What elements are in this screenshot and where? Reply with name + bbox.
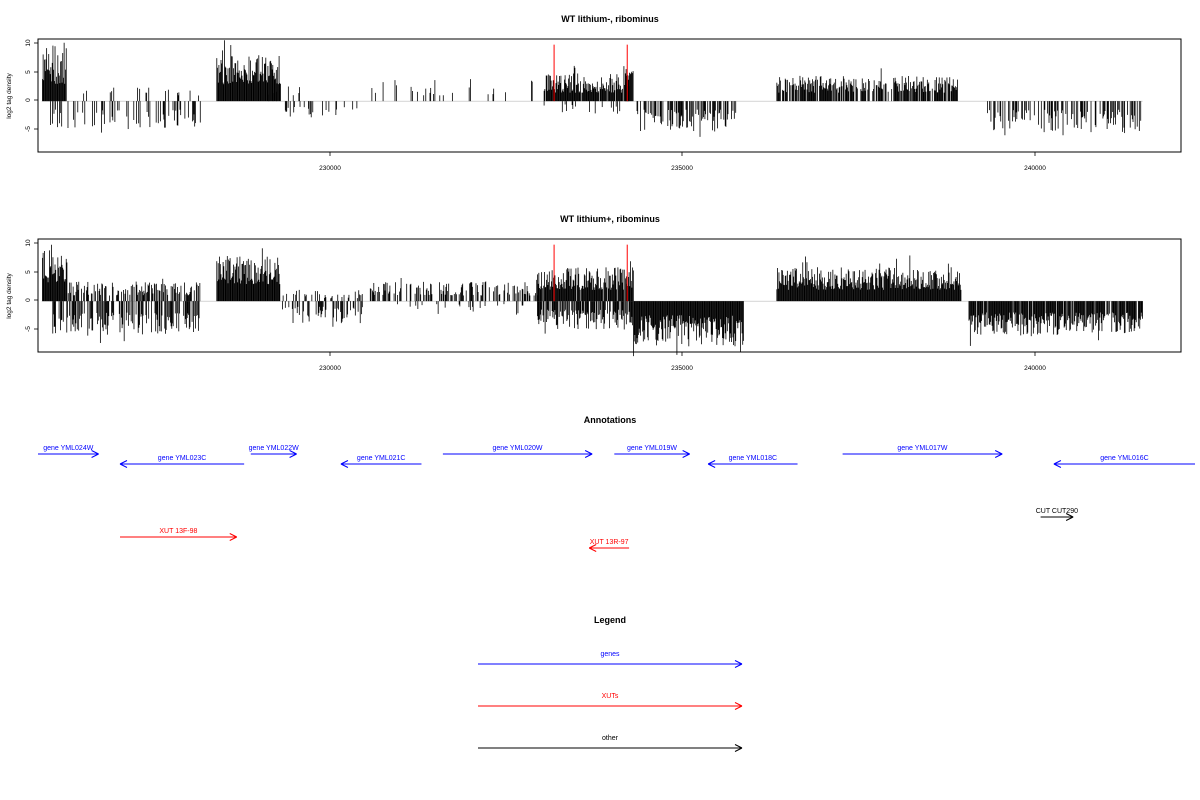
panel-1-x-axis: 230000 235000 240000 xyxy=(319,152,1046,172)
panel-2-title: WT lithium+, ribominus xyxy=(560,214,660,224)
panel-2-marker-lines xyxy=(553,244,628,302)
panel-1-ytick-label: -5 xyxy=(25,126,32,132)
legend-arrow xyxy=(478,702,743,710)
feature-label: gene YML022W xyxy=(249,445,299,452)
panel-2-ytick-label: 0 xyxy=(25,298,32,302)
panel-2-xtick-label: 240000 xyxy=(1024,365,1046,372)
feature-arrow xyxy=(842,450,1003,458)
feature-arrow xyxy=(340,460,422,468)
panel-1-marker-lines xyxy=(553,44,628,102)
track-panel-2: WT lithium+, ribominus log2 tag density … xyxy=(6,214,1182,372)
panel-2-x-axis: 230000 235000 240000 xyxy=(319,352,1046,372)
legend-label: other xyxy=(602,735,619,742)
feature-arrow xyxy=(1053,460,1195,468)
feature-arrow xyxy=(250,450,297,458)
feature-label: XUT 13F-98 xyxy=(159,528,197,535)
feature-arrow xyxy=(120,533,237,541)
panel-2-xtick-label: 235000 xyxy=(671,365,693,372)
feature-arrow xyxy=(588,544,630,552)
feature-label: gene YML019W xyxy=(627,445,677,452)
feature-arrow xyxy=(38,450,99,458)
feature-label: CUT CUT290 xyxy=(1036,508,1078,515)
panel-1-xtick-label: 240000 xyxy=(1024,165,1046,172)
feature-label: gene YML016C xyxy=(1100,455,1149,462)
feature-label: gene YML023C xyxy=(158,455,207,462)
panel-1-ylabel: log2 tag density xyxy=(6,72,13,118)
feature-label: gene YML020W xyxy=(492,445,542,452)
panel-1-ytick-label: 0 xyxy=(25,98,32,102)
legend-label: XUTs xyxy=(602,693,619,700)
panel-2-y-axis: 10 5 0 -5 xyxy=(25,239,39,332)
feature-arrow xyxy=(119,460,245,468)
feature-arrow xyxy=(1040,513,1074,521)
feature-label: gene YML018C xyxy=(729,455,778,462)
feature-label: gene YML021C xyxy=(357,455,406,462)
feature-arrow xyxy=(614,450,690,458)
panel-2-bars xyxy=(41,244,1143,357)
legend-label: genes xyxy=(600,651,620,658)
legend-arrow xyxy=(478,660,743,668)
feature-arrow xyxy=(442,450,593,458)
legend-items: genes XUTs other xyxy=(478,651,743,752)
annotation-features: gene YML024W gene YML023C gene YML022W gene… xyxy=(38,445,1195,552)
panel-1-y-axis: 10 5 0 -5 xyxy=(25,39,39,132)
panel-1-xtick-label: 230000 xyxy=(319,165,341,172)
panel-1-bars xyxy=(41,40,1143,137)
legend-arrow xyxy=(478,744,743,752)
panel-2-xtick-label: 230000 xyxy=(319,365,341,372)
panel-1-title: WT lithium-, ribominus xyxy=(561,14,659,24)
panel-2-ytick-label: 5 xyxy=(25,270,32,274)
panel-2-ytick-label: -5 xyxy=(25,326,32,332)
panel-1-ytick-label: 5 xyxy=(25,70,32,74)
legend: Legend genes XUTs other xyxy=(478,615,743,752)
legend-title: Legend xyxy=(594,615,626,625)
feature-arrow xyxy=(707,460,798,468)
annotations-title: Annotations xyxy=(584,415,637,425)
panel-1-ytick-label: 10 xyxy=(25,39,32,47)
panel-2-ylabel: log2 tag density xyxy=(6,272,13,318)
panel-2-ytick-label: 10 xyxy=(25,239,32,247)
feature-label: XUT 13R-97 xyxy=(590,539,629,546)
feature-label: gene YML024W xyxy=(43,445,93,452)
feature-label: gene YML017W xyxy=(897,445,947,452)
track-panel-1: WT lithium-, ribominus log2 tag density … xyxy=(6,14,1182,172)
panel-1-xtick-label: 235000 xyxy=(671,165,693,172)
